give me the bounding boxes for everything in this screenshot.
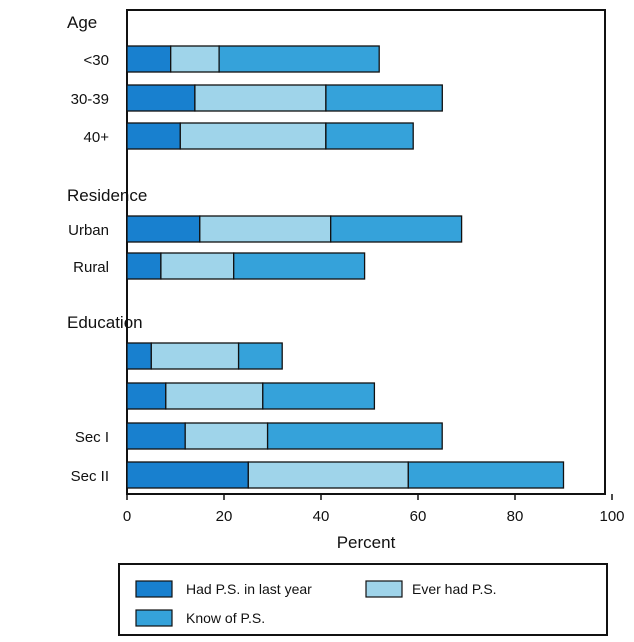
category-label-30-39-age: 30-39 [71,91,109,108]
legend: Had P.S. in last year Ever had P.S. Know… [118,563,608,636]
x-tick-label-100: 100 [599,508,624,525]
category-label-rural-residence: Rural [73,259,109,276]
x-tick-label-0: 0 [123,508,131,525]
bar-segment-rural-residence-know-of-p-s [233,252,366,280]
bar-segment-30-39-age-had-p-s-in-last-year [126,84,196,112]
bar-segment-row-1-education-had-p-s-in-last-year [126,382,167,410]
bar-segment-30-age-had-p-s-in-last-year [126,45,172,73]
bars-layer [126,45,565,489]
bar-segment-30-39-age-ever-had-p-s [194,84,327,112]
bar-segment-sec-ii-education-had-p-s-in-last-year [126,461,249,489]
legend-label-ever-had-ps: Ever had P.S. [412,581,497,597]
bar-segment-rural-residence-had-p-s-in-last-year [126,252,162,280]
bar-segment-rural-residence-ever-had-p-s [160,252,235,280]
category-labels-layer: Age <30 30-39 40+ Residence Urban Rural Educati… [67,13,147,485]
bar-segment-30-39-age-know-of-p-s [325,84,443,112]
legend-frame [118,563,608,636]
bar-segment-sec-i-education-ever-had-p-s [184,422,269,450]
group-label-residence: Residence [67,186,147,205]
legend-swatch-know-of-ps [135,609,173,627]
x-tick-label-60: 60 [410,508,427,525]
bar-segment-40-age-had-p-s-in-last-year [126,122,181,150]
bar-segment-30-age-know-of-p-s [218,45,380,73]
x-axis-title: Percent [337,533,396,552]
bar-segment-sec-ii-education-ever-had-p-s [247,461,409,489]
x-tick-label-80: 80 [507,508,524,525]
bar-segment-urban-residence-had-p-s-in-last-year [126,215,201,243]
category-label-urban-residence: Urban [68,222,109,239]
bar-segment-sec-ii-education-know-of-p-s [407,461,565,489]
bar-segment-sec-i-education-had-p-s-in-last-year [126,422,186,450]
category-label-30-age: <30 [84,52,109,69]
bar-segment-40-age-ever-had-p-s [179,122,327,150]
x-axis: 0 20 40 60 80 100 [123,494,625,525]
legend-label-had-ps: Had P.S. in last year [186,581,312,597]
bar-segment-row-0-education-know-of-p-s [237,342,283,370]
bar-segment-row-0-education-had-p-s-in-last-year [126,342,152,370]
legend-label-know-of-ps: Know of P.S. [186,610,265,626]
group-label-age: Age [67,13,97,32]
bar-segment-40-age-know-of-p-s [325,122,414,150]
bar-segment-sec-i-education-know-of-p-s [266,422,443,450]
bar-segment-urban-residence-know-of-p-s [330,215,463,243]
x-tick-label-40: 40 [313,508,330,525]
bar-segment-row-1-education-know-of-p-s [262,382,376,410]
plot-frame [126,9,606,495]
bar-segment-30-age-ever-had-p-s [170,45,220,73]
legend-swatch-had-ps [135,580,173,598]
category-label-sec-i-education: Sec I [75,429,109,446]
group-label-education: Education [67,313,143,332]
x-tick-label-20: 20 [216,508,233,525]
bar-segment-urban-residence-ever-had-p-s [199,215,332,243]
category-label-sec-ii-education: Sec II [71,468,109,485]
legend-swatch-ever-had-ps [365,580,403,598]
category-label-40-age: 40+ [84,129,110,146]
bar-segment-row-1-education-ever-had-p-s [165,382,264,410]
bar-segment-row-0-education-ever-had-p-s [150,342,240,370]
